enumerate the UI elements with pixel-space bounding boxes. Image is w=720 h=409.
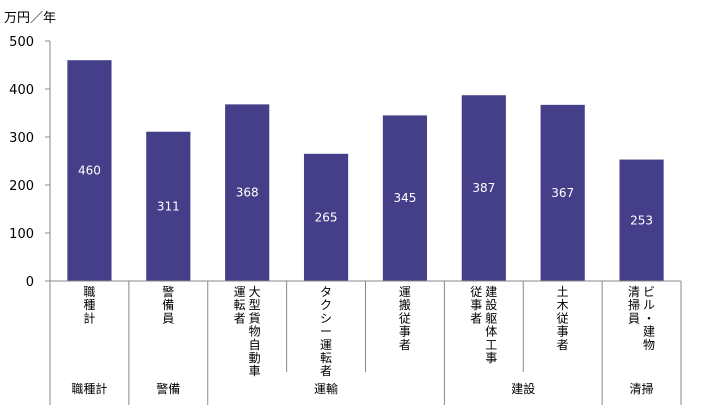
x-category-label: 運転者 [234, 285, 246, 325]
y-tick-label: 100 [9, 227, 34, 242]
bar-data-label: 345 [393, 191, 416, 205]
y-tick-label: 200 [9, 179, 34, 194]
bar-data-label: 460 [78, 164, 101, 178]
bar [619, 159, 664, 281]
x-category-label: 運搬従事者 [399, 285, 411, 352]
bar [382, 115, 428, 282]
x-group-label: 運輸 [314, 381, 338, 396]
x-category-label: 建設躯体工事 [485, 285, 497, 365]
x-category-label: タクシー運転者 [320, 285, 332, 378]
x-category-label: 土木従事者 [557, 285, 569, 352]
bar-data-label: 387 [472, 181, 495, 195]
bar [461, 95, 506, 282]
y-tick-label: 400 [9, 83, 34, 98]
x-category-label: 職種計 [83, 285, 95, 325]
bar [146, 131, 191, 281]
y-tick-label: 300 [9, 131, 34, 146]
bar [540, 104, 585, 281]
y-unit-label: 万円／年 [4, 11, 56, 26]
bar-data-label: 265 [315, 210, 338, 224]
bar [67, 60, 112, 282]
x-category-label: ビル・建物 [643, 285, 655, 352]
bar-data-label: 253 [630, 213, 653, 227]
x-category-label: 大型貨物自動車 [249, 285, 261, 378]
x-category-label: 警備員 [162, 284, 174, 325]
x-group-label: 建設 [511, 381, 535, 396]
bar-data-label: 367 [551, 186, 574, 200]
bar [303, 153, 349, 281]
y-tick-label: 500 [9, 35, 34, 50]
bar-data-label: 368 [236, 186, 259, 200]
x-category-label: 従事者 [470, 285, 482, 325]
x-group-label: 警備 [156, 381, 180, 396]
bar [225, 104, 270, 281]
x-group-label: 職種計 [71, 381, 107, 396]
x-group-label: 清掃 [630, 381, 654, 396]
bar-data-label: 311 [157, 199, 180, 213]
x-category-label: 清掃員 [628, 285, 640, 325]
y-tick-label: 0 [26, 275, 34, 290]
y-axis: 0 100 200 300 400 500 [9, 35, 51, 290]
bars: 460 311 368 265 345 387 367 253 [67, 60, 664, 282]
